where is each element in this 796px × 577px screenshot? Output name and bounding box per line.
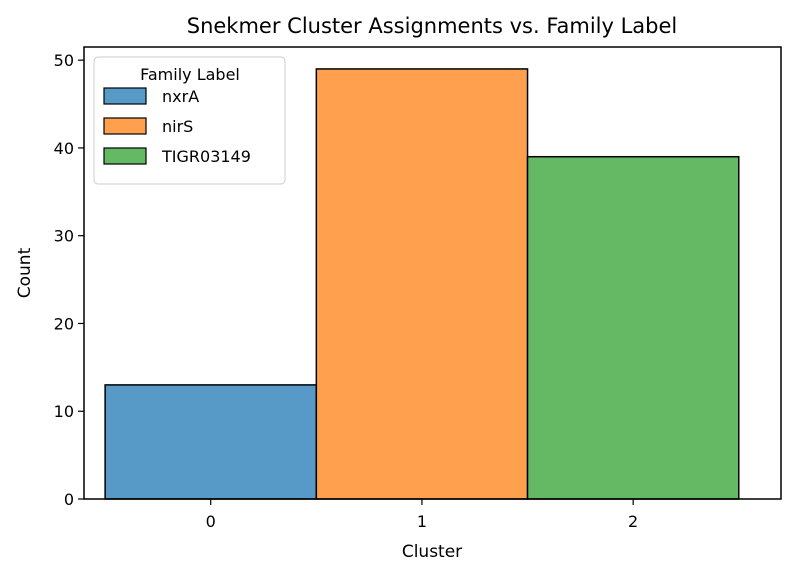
legend-label-nirS: nirS [162,117,193,136]
bars-group [104,68,740,500]
legend-swatch-TIGR03149 [103,147,147,165]
x-tick-label: 2 [628,512,638,531]
y-tick-label: 10 [54,402,74,421]
bar-nirS-cluster-1 [315,68,529,500]
legend-title: Family Label [140,65,240,84]
legend-swatch-nxrA [103,87,147,105]
x-tick-label: 1 [417,512,427,531]
y-tick-label: 0 [64,490,74,509]
bar-TIGR03149-cluster-2 [526,155,740,500]
legend: Family Label nxrA nirS TIGR03149 [93,56,286,185]
legend-items: nxrA nirS TIGR03149 [103,87,251,166]
y-tick-label: 20 [54,314,74,333]
legend-swatch-nirS [103,117,147,135]
y-tick-label: 50 [54,51,74,70]
plot-frame [83,46,782,500]
legend-label-TIGR03149: TIGR03149 [161,147,251,166]
plot-area: 0 10 20 30 40 50 0 1 2 [54,46,782,531]
y-axis-label: Count [15,247,35,298]
y-tick-label: 40 [54,139,74,158]
x-axis: 0 1 2 [206,499,638,531]
x-axis-label: Cluster [402,542,462,562]
bar-nxrA-cluster-0 [104,384,318,500]
y-axis: 0 10 20 30 40 50 [54,51,84,509]
legend-label-nxrA: nxrA [162,87,199,106]
chart-title: Snekmer Cluster Assignments vs. Family L… [187,14,678,38]
y-tick-label: 30 [54,227,74,246]
x-tick-label: 0 [206,512,216,531]
